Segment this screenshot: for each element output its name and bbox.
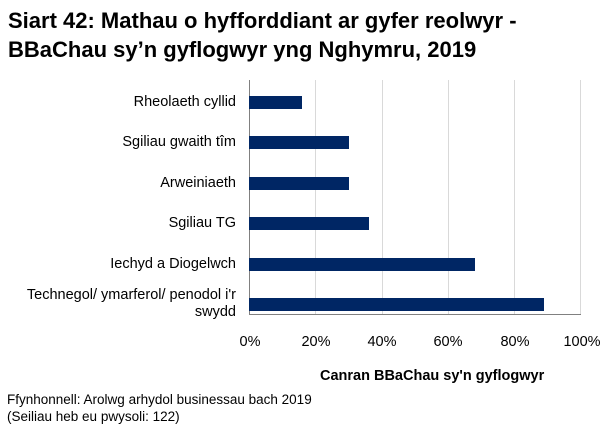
gridline-40 bbox=[382, 80, 383, 315]
gridline-20 bbox=[315, 80, 316, 315]
gridline-60 bbox=[448, 80, 449, 315]
x-axis-title: Canran BBaChau sy'n gyflogwyr bbox=[320, 368, 545, 384]
bar bbox=[249, 258, 475, 271]
category-label: Iechyd a Diogelwch bbox=[110, 256, 236, 272]
base-note: (Seiliau heb eu pwysoli: 122) bbox=[7, 409, 180, 424]
bar bbox=[249, 217, 369, 230]
source-note: Ffynhonnell: Arolwg arhydol businessau b… bbox=[7, 392, 312, 407]
category-label: Sgiliau TG bbox=[168, 215, 236, 231]
bar bbox=[249, 298, 545, 311]
chart-title: Siart 42: Mathau o hyfforddiant ar gyfer… bbox=[8, 6, 608, 64]
title-line-1: Siart 42: Mathau o hyfforddiant ar gyfer… bbox=[8, 8, 517, 33]
category-label: Technegol/ ymarferol/ penodol i'r swydd bbox=[26, 287, 236, 320]
x-tick: 0% bbox=[239, 334, 261, 350]
x-tick: 80% bbox=[500, 334, 530, 350]
y-axis bbox=[249, 80, 250, 315]
x-tick: 60% bbox=[433, 334, 463, 350]
bar bbox=[249, 136, 349, 149]
x-tick: 20% bbox=[301, 334, 331, 350]
title-line-2: BBaChau sy’n gyflogwyr yng Nghymru, 2019 bbox=[8, 37, 477, 62]
category-label: Sgiliau gwaith tîm bbox=[122, 134, 236, 150]
gridline-100 bbox=[580, 80, 581, 315]
gridline-80 bbox=[514, 80, 515, 315]
category-label: Rheolaeth cyllid bbox=[133, 94, 236, 110]
x-tick: 100% bbox=[563, 334, 601, 350]
bar bbox=[249, 177, 349, 190]
bar bbox=[249, 96, 303, 109]
x-tick: 40% bbox=[367, 334, 397, 350]
plot-area bbox=[249, 80, 581, 315]
x-axis bbox=[249, 314, 581, 315]
category-label: Arweiniaeth bbox=[160, 175, 236, 191]
